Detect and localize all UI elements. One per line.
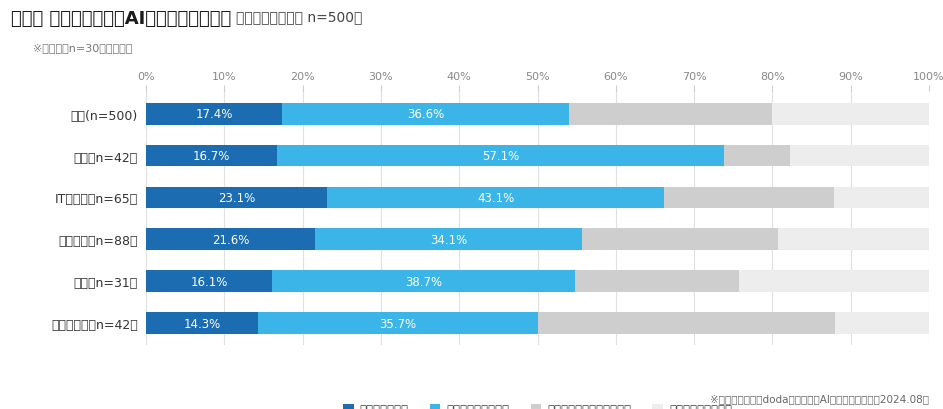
Text: 16.7%: 16.7% [192,150,230,163]
Bar [835,312,929,334]
Text: 35.7%: 35.7% [379,317,417,330]
Bar [315,229,582,251]
Text: ※転職サービス「doda」、「生成AI」に関する調査（2024.08）: ※転職サービス「doda」、「生成AI」に関する調査（2024.08） [710,393,929,403]
Bar [146,271,273,292]
Bar [582,229,778,251]
Bar [273,271,575,292]
Text: 21.6%: 21.6% [212,233,249,246]
Bar [739,271,929,292]
Text: 36.6%: 36.6% [407,108,444,121]
Text: 57.1%: 57.1% [482,150,519,163]
Bar [575,271,739,292]
Bar [146,187,327,209]
Bar [835,187,929,209]
Bar [146,312,258,334]
Bar [538,312,835,334]
Bar [790,145,929,167]
Text: 38.7%: 38.7% [405,275,442,288]
Bar [282,103,569,125]
Bar [146,145,277,167]
Bar [327,187,664,209]
Text: 16.1%: 16.1% [190,275,228,288]
Bar [258,312,538,334]
Bar [146,103,282,125]
Bar [724,145,790,167]
Bar [772,103,929,125]
Bar [664,187,835,209]
Text: （単一回答、個人 n=500）: （単一回答、個人 n=500） [237,10,363,24]
Text: 業種別 転職先での生成AIツールの活用意向: 業種別 転職先での生成AIツールの活用意向 [11,10,232,28]
Text: 14.3%: 14.3% [184,317,221,330]
Bar [146,229,315,251]
Text: ※業種別はn=30以上の業種: ※業種別はn=30以上の業種 [33,43,132,53]
Text: 23.1%: 23.1% [218,191,256,204]
Legend: 活用してみたい, やや活用してみたい, あまり活用してみたくない, 活用してみたくない: 活用してみたい, やや活用してみたい, あまり活用してみたくない, 活用してみた… [343,403,732,409]
Text: 43.1%: 43.1% [477,191,514,204]
Text: 17.4%: 17.4% [195,108,233,121]
Bar [569,103,772,125]
Text: 34.1%: 34.1% [430,233,468,246]
Bar [778,229,929,251]
Bar [277,145,724,167]
